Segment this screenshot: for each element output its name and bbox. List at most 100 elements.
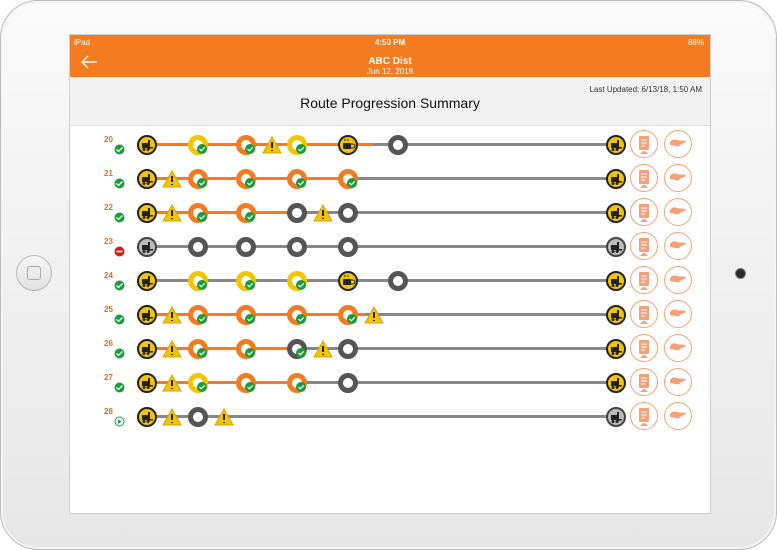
forklift-icon[interactable] (137, 135, 157, 155)
stop-icon[interactable] (388, 271, 408, 291)
route-track (146, 245, 618, 248)
manifest-button[interactable] (630, 232, 658, 260)
back-arrow-icon[interactable] (80, 54, 98, 70)
manifest-button[interactable] (630, 198, 658, 226)
forklift-icon[interactable] (606, 169, 626, 189)
manifest-button[interactable] (630, 334, 658, 362)
stop-orange-icon[interactable] (236, 305, 256, 325)
warning-icon (312, 339, 334, 359)
route-row-28[interactable]: 28 (70, 399, 710, 433)
route-track-remaining (298, 381, 618, 384)
camera (735, 268, 746, 279)
route-row-20[interactable]: 20 (70, 127, 710, 161)
route-row-27[interactable]: 27 (70, 365, 710, 399)
stop-orange-icon[interactable] (188, 203, 208, 223)
map-button[interactable] (664, 402, 692, 430)
distributor-title: ABC Dist (368, 56, 412, 67)
stop-orange-icon[interactable] (236, 135, 256, 155)
map-button[interactable] (664, 198, 692, 226)
warning-icon (213, 407, 235, 427)
map-button[interactable] (664, 266, 692, 294)
route-row-26[interactable]: 26 (70, 331, 710, 365)
pending-stop-icon[interactable] (188, 373, 208, 393)
stop-icon[interactable] (287, 203, 307, 223)
route-row-21[interactable]: 21 (70, 161, 710, 195)
manifest-button[interactable] (630, 300, 658, 328)
route-number: 27 (104, 373, 113, 382)
route-row-22[interactable]: 22 (70, 195, 710, 229)
forklift-icon[interactable] (606, 203, 626, 223)
map-button[interactable] (664, 334, 692, 362)
route-track-remaining (298, 347, 618, 350)
warning-icon (161, 305, 183, 325)
pending-stop-icon[interactable] (188, 271, 208, 291)
stop-icon[interactable] (388, 135, 408, 155)
home-button[interactable] (16, 255, 52, 291)
manifest-button[interactable] (630, 164, 658, 192)
manifest-button[interactable] (630, 266, 658, 294)
forklift-icon[interactable] (606, 237, 626, 257)
route-number: 28 (104, 407, 113, 416)
coffee-break-icon[interactable] (338, 271, 358, 291)
stop-orange-icon[interactable] (287, 305, 307, 325)
pending-stop-icon[interactable] (236, 271, 256, 291)
stop-orange-icon[interactable] (188, 169, 208, 189)
stop-icon[interactable] (338, 203, 358, 223)
check-icon (114, 348, 125, 359)
forklift-icon[interactable] (606, 407, 626, 427)
warning-icon (312, 203, 334, 223)
stop-icon[interactable] (338, 373, 358, 393)
stop-icon[interactable] (287, 339, 307, 359)
forklift-icon[interactable] (137, 271, 157, 291)
route-track-remaining (366, 313, 618, 316)
warning-icon (363, 305, 385, 325)
forklift-icon[interactable] (606, 339, 626, 359)
route-row-24[interactable]: 24 (70, 263, 710, 297)
forklift-icon[interactable] (606, 271, 626, 291)
forklift-icon[interactable] (137, 305, 157, 325)
route-row-23[interactable]: 23 (70, 229, 710, 263)
stop-orange-icon[interactable] (236, 203, 256, 223)
status-time: 4:50 PM (374, 38, 406, 47)
stop-orange-icon[interactable] (188, 339, 208, 359)
forklift-icon[interactable] (606, 373, 626, 393)
stop-orange-icon[interactable] (236, 169, 256, 189)
map-button[interactable] (664, 232, 692, 260)
stop-icon[interactable] (236, 237, 256, 257)
stop-orange-icon[interactable] (338, 169, 358, 189)
pending-stop-icon[interactable] (287, 135, 307, 155)
stop-orange-icon[interactable] (287, 373, 307, 393)
manifest-button[interactable] (630, 130, 658, 158)
manifest-button[interactable] (630, 402, 658, 430)
forklift-icon[interactable] (137, 203, 157, 223)
stop-orange-icon[interactable] (236, 339, 256, 359)
stop-orange-icon[interactable] (338, 305, 358, 325)
forklift-icon[interactable] (606, 305, 626, 325)
in-progress-icon (114, 416, 125, 427)
route-row-25[interactable]: 25 (70, 297, 710, 331)
stop-orange-icon[interactable] (236, 373, 256, 393)
manifest-button[interactable] (630, 368, 658, 396)
route-date: Jun 12, 2018 (366, 67, 414, 76)
stop-icon[interactable] (188, 407, 208, 427)
forklift-icon[interactable] (137, 237, 157, 257)
coffee-break-icon[interactable] (338, 135, 358, 155)
route-number: 21 (104, 169, 113, 178)
map-button[interactable] (664, 300, 692, 328)
forklift-icon[interactable] (137, 407, 157, 427)
map-button[interactable] (664, 130, 692, 158)
pending-stop-icon[interactable] (188, 135, 208, 155)
forklift-icon[interactable] (137, 339, 157, 359)
stop-orange-icon[interactable] (188, 305, 208, 325)
stop-icon[interactable] (188, 237, 208, 257)
stop-orange-icon[interactable] (287, 169, 307, 189)
stop-icon[interactable] (338, 237, 358, 257)
forklift-icon[interactable] (137, 169, 157, 189)
forklift-icon[interactable] (606, 135, 626, 155)
pending-stop-icon[interactable] (287, 271, 307, 291)
stop-icon[interactable] (287, 237, 307, 257)
forklift-icon[interactable] (137, 373, 157, 393)
map-button[interactable] (664, 164, 692, 192)
stop-icon[interactable] (338, 339, 358, 359)
map-button[interactable] (664, 368, 692, 396)
